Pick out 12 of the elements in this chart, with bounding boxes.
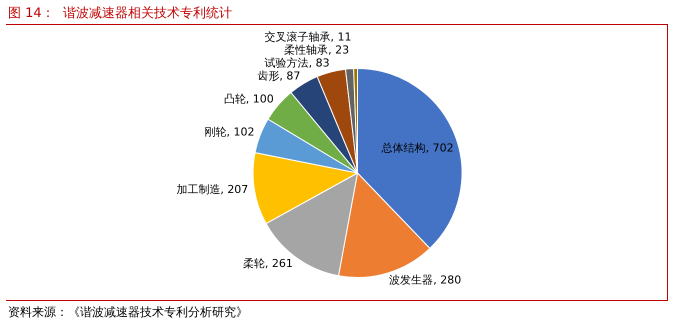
- text: 资料来源：《谐波减速器技术专利分析研究》: [8, 304, 248, 321]
- slice-label: 柔性轴承, 23: [284, 44, 350, 57]
- slice-label: 凸轮, 100: [224, 92, 274, 106]
- slice-label: 齿形, 87: [257, 70, 300, 83]
- slice-label: 柔轮, 261: [242, 257, 293, 270]
- slice-label: 交叉滚子轴承, 11: [264, 30, 352, 44]
- slice-label: 总体结构, 702: [380, 142, 454, 155]
- chart-title: 图 14： 谐波减速器相关技术专利统计: [8, 5, 232, 22]
- slice-label: 加工制造, 207: [176, 183, 248, 196]
- slice-label: 试验方法, 83: [264, 56, 330, 70]
- slice-label: 刚轮, 102: [204, 125, 254, 138]
- slice-label: 波发生器, 280: [389, 274, 462, 287]
